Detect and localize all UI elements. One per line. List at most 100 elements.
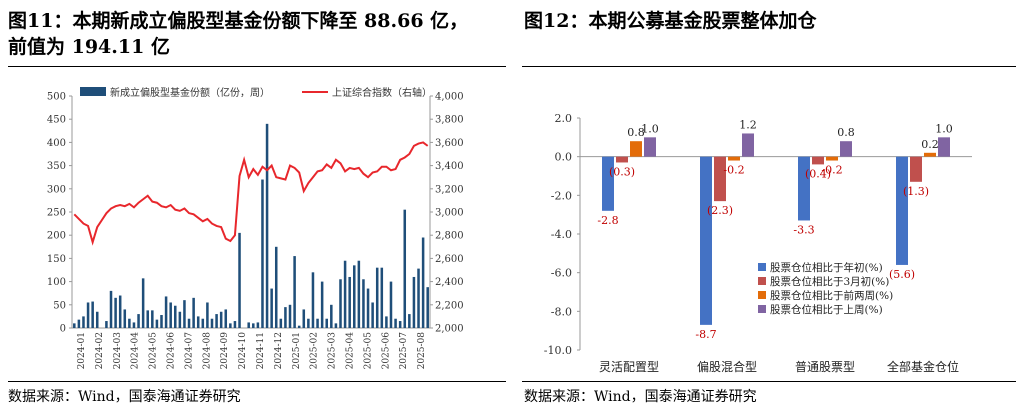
y-tick-label: -6.0 — [551, 267, 572, 280]
issuance-bar — [316, 318, 319, 328]
right-y-tick-label: 3,000 — [435, 208, 464, 219]
issuance-bar — [123, 309, 127, 328]
position-bar — [938, 137, 950, 157]
issuance-bar — [302, 309, 306, 328]
data-label: (2.3) — [707, 204, 733, 217]
issuance-bar — [146, 310, 149, 328]
data-label: (1.3) — [903, 185, 929, 198]
issuance-bar — [164, 296, 168, 328]
issuance-bar — [366, 288, 370, 328]
legend-label: 股票仓位相比于前两周(%) — [770, 289, 893, 302]
issuance-bar — [210, 318, 214, 328]
x-tick-label: 2025-01 — [292, 332, 302, 369]
x-tick-label: 2024-02 — [95, 332, 105, 369]
fund-position-chart: 2.0 0.0 -2.0 -4.0 -6.0 -8.0 -10.0 灵活配置型 -2.8 (0.3… — [544, 112, 972, 374]
left-y-tick-label: 100 — [47, 277, 66, 288]
legend-label: 股票仓位相比于3月初(%) — [770, 275, 889, 288]
issuance-bar — [238, 232, 241, 328]
position-bar — [742, 133, 754, 157]
x-tick-label: 2025-03 — [328, 332, 338, 370]
x-tick-label: 2024-03 — [113, 332, 123, 370]
issuance-bar — [206, 302, 209, 328]
legend-swatch — [758, 277, 766, 285]
data-label: 1.2 — [739, 118, 757, 131]
right-y-tick-label: 2,400 — [435, 277, 464, 288]
legend-swatch — [758, 291, 766, 299]
issuance-bar — [183, 300, 186, 328]
issuance-bar — [375, 267, 379, 328]
issuance-bar — [270, 288, 273, 328]
position-bar — [630, 141, 642, 157]
issuance-bar — [339, 279, 342, 328]
category-label: 偏股混合型 — [697, 359, 757, 374]
issuance-bar — [389, 281, 393, 328]
legend-swatch — [758, 305, 766, 313]
issuance-bar — [91, 301, 94, 328]
legend-swatch — [758, 263, 766, 271]
y-tick-label: -2.0 — [551, 189, 572, 202]
legend-label: 股票仓位相比于年初(%) — [770, 261, 883, 274]
x-tick-label: 2025-07 — [399, 332, 409, 370]
x-tick-label: 2024-01 — [77, 332, 87, 369]
right-y-tick-label: 3,800 — [435, 115, 464, 126]
x-tick-label: 2024-12 — [274, 332, 284, 369]
data-label: -8.7 — [695, 328, 716, 341]
left-title-line2: 前值为 194.11 亿 — [8, 36, 170, 58]
x-tick-label: 2025-08 — [417, 332, 427, 370]
x-tick-label: 2025-02 — [310, 332, 320, 369]
position-bar — [826, 156, 838, 161]
issuance-bar — [320, 281, 324, 328]
issuance-bar — [398, 321, 402, 328]
right-source-note: 数据来源：Wind，国泰海通证券研究 — [524, 389, 757, 405]
issuance-bar — [95, 311, 99, 328]
x-tick-label: 2024-06 — [166, 332, 176, 370]
issuance-bar — [265, 123, 269, 328]
left-y-tick-label: 300 — [47, 184, 66, 195]
data-label: (0.3) — [609, 165, 635, 178]
issuance-bar — [417, 268, 420, 328]
issuance-bar — [201, 318, 205, 328]
issuance-bar — [297, 325, 301, 328]
issuance-bar — [196, 316, 200, 328]
right-bottom-rule — [522, 381, 1016, 382]
issuance-bar — [330, 304, 333, 328]
position-bar — [896, 156, 908, 265]
data-label: 0.2 — [921, 138, 939, 151]
x-tick-label: 2024-04 — [131, 332, 141, 370]
issuance-bar — [385, 316, 388, 328]
legend-label-index: 上证综合指数（右轴） — [332, 86, 432, 99]
issuance-bar — [155, 319, 159, 328]
right-y-tick-label: 2,600 — [435, 254, 464, 265]
position-bar — [798, 156, 810, 221]
issuance-bar — [215, 314, 218, 328]
left-y-tick-label: 0 — [60, 324, 66, 335]
issuance-bar — [233, 321, 237, 328]
issuance-bar — [109, 290, 113, 328]
index-line — [73, 141, 429, 246]
x-tick-label: 2025-05 — [363, 332, 373, 370]
issuance-bar — [394, 318, 397, 328]
issuance-bar — [169, 302, 172, 328]
x-tick-label: 2024-07 — [184, 332, 194, 370]
issuance-bar — [311, 272, 315, 328]
x-tick-label: 2024-08 — [202, 332, 212, 370]
right-y-tick-label: 2,200 — [435, 300, 464, 311]
issuance-bar — [348, 276, 351, 328]
position-bar — [812, 156, 824, 165]
legend-label-issuance: 新成立偏股型基金份额（亿份，周） — [110, 86, 270, 99]
issuance-bar — [293, 256, 296, 328]
right-top-rule — [522, 66, 1016, 67]
issuance-bar — [141, 278, 145, 328]
y-tick-label: 0.0 — [555, 151, 573, 164]
left-y-tick-label: 200 — [47, 231, 66, 242]
issuance-bar — [362, 279, 365, 328]
issuance-bar — [192, 297, 195, 328]
legend-label: 股票仓位相比于上周(%) — [770, 303, 883, 316]
issuance-bar — [412, 276, 416, 328]
category-label: 全部基金仓位 — [887, 359, 959, 374]
issuance-bar — [343, 260, 347, 328]
position-bar — [924, 152, 936, 157]
y-tick-label: -10.0 — [544, 344, 572, 357]
issuance-bar — [82, 316, 85, 328]
right-y-tick-label: 3,400 — [435, 161, 464, 172]
